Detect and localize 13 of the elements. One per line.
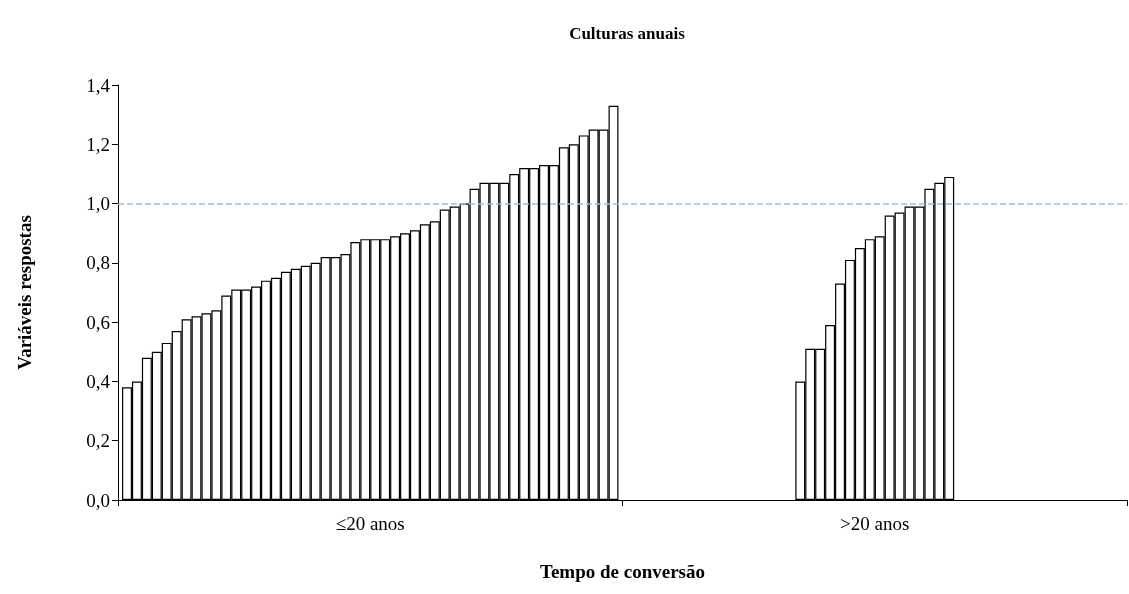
x-tick-label: >20 anos [840, 513, 910, 534]
chart-title: Culturas anuais [569, 24, 686, 43]
y-tick-label: 1,0 [86, 193, 110, 215]
y-tick-label: 0,4 [86, 370, 111, 392]
y-tick-label: 0,0 [86, 489, 110, 511]
x-axis-title: Tempo de conversão [539, 561, 706, 582]
y-tick-label: 1,4 [86, 74, 111, 96]
y-tick-label: 1,2 [86, 133, 110, 155]
y-tick-label: 0,8 [86, 252, 110, 274]
x-tick-label: ≤20 anos [335, 513, 405, 534]
y-tick-label: 0,2 [86, 430, 110, 452]
y-tick-label: 0,6 [86, 311, 110, 333]
y-axis-title: Variáveis respostas [14, 215, 35, 370]
